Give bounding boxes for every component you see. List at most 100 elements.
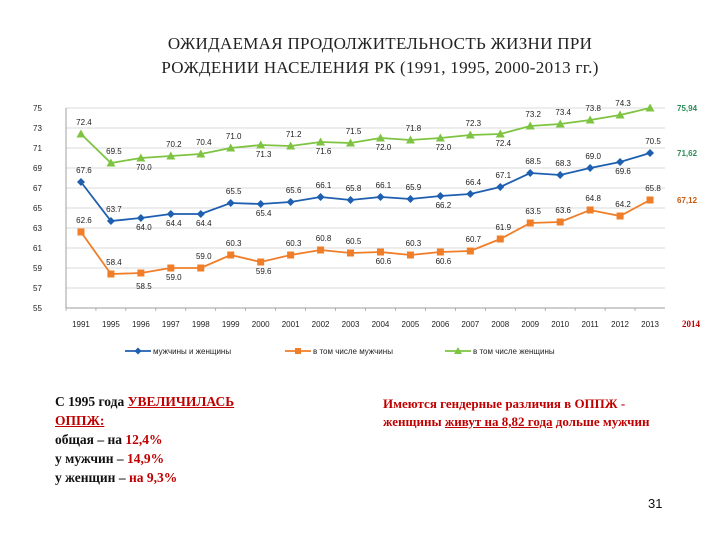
data-label-s1-2007: 66.4 — [466, 178, 482, 187]
point-s2-1998 — [197, 264, 205, 272]
point-s2-2008 — [496, 235, 504, 243]
data-label-s1-1996: 64.0 — [136, 223, 152, 232]
y-tick-73: 73 — [33, 124, 42, 133]
data-label-s1-2009: 68.5 — [525, 157, 541, 166]
data-label-s2-2013: 65.8 — [645, 184, 661, 193]
data-label-s3-2001: 71.2 — [286, 130, 302, 139]
data-label-s1-1997: 64.4 — [166, 219, 182, 228]
x-tick-1997: 1997 — [162, 320, 180, 329]
x-tick-1998: 1998 — [192, 320, 210, 329]
chart-grid — [66, 107, 665, 309]
data-label-s2-2006: 60.6 — [436, 257, 452, 266]
point-s1-1996 — [136, 214, 145, 222]
point-s3-2010 — [555, 119, 565, 128]
point-s2-2010 — [556, 218, 564, 226]
point-s2-2003 — [347, 249, 355, 257]
data-label-s2-2007: 60.7 — [466, 235, 482, 244]
page-number: 31 — [648, 496, 663, 511]
data-label-s2-2004: 60.6 — [376, 257, 392, 266]
point-s3-1999 — [226, 143, 236, 152]
series-1 — [76, 149, 655, 225]
chart-series — [76, 103, 655, 278]
data-label-s2-2002: 60.8 — [316, 234, 332, 243]
point-s2-1997 — [167, 264, 175, 272]
note-right-part2: живут на 8,82 года — [444, 414, 553, 429]
data-label-s2-2003: 60.5 — [346, 237, 362, 246]
legend-label-3: в том числе женщины — [473, 347, 555, 356]
data-label-s2-2010: 63.6 — [555, 206, 571, 215]
note-right-part3: дольше мужчин — [552, 414, 650, 429]
y-tick-65: 65 — [33, 204, 42, 213]
data-label-s2-1995: 58.4 — [106, 258, 122, 267]
series-3 — [76, 103, 655, 167]
point-s1-1999 — [226, 199, 235, 207]
note-left-line2: ОППЖ: — [55, 413, 105, 428]
point-s2-1995 — [107, 270, 115, 278]
point-s1-2005 — [406, 195, 415, 203]
point-s3-1997 — [166, 151, 176, 160]
x-tick-2003: 2003 — [342, 320, 360, 329]
point-s1-1995 — [106, 217, 115, 225]
data-label-s1-2011: 69.0 — [585, 152, 601, 161]
data-label-s1-2001: 65.6 — [286, 186, 302, 195]
point-s3-2004 — [375, 133, 385, 142]
point-s3-1996 — [136, 153, 146, 162]
legend-marker-2 — [295, 348, 301, 354]
data-label-s2-1999: 60.3 — [226, 239, 242, 248]
point-s2-2007 — [466, 247, 474, 255]
data-label-s1-1991: 67.6 — [76, 166, 92, 175]
point-s1-2013 — [646, 149, 655, 157]
point-s1-2000 — [256, 200, 265, 208]
point-s3-2000 — [256, 140, 266, 149]
data-label-s1-1995: 63.7 — [106, 205, 122, 214]
data-label-s3-2009: 73.2 — [525, 110, 541, 119]
x-tick-2001: 2001 — [282, 320, 300, 329]
x-tick-1991: 1991 — [72, 320, 90, 329]
point-s1-2004 — [376, 193, 385, 201]
x-tick-2002: 2002 — [312, 320, 330, 329]
point-s1-2010 — [556, 171, 565, 179]
slide-title: ОЖИДАЕМАЯ ПРОДОЛЖИТЕЛЬНОСТЬ ЖИЗНИ ПРИ РО… — [60, 32, 700, 80]
data-label-s1-2005: 65.9 — [406, 183, 422, 192]
data-label-s3-2004: 72.0 — [376, 143, 392, 152]
series-2 — [77, 196, 654, 278]
data-label-s1-1999: 65.5 — [226, 187, 242, 196]
data-label-s3-2011: 73.8 — [585, 104, 601, 113]
end-label-s1: 71,62 — [677, 149, 698, 158]
end-label-s2: 67,12 — [677, 196, 698, 205]
data-label-s2-2009: 63.5 — [525, 207, 541, 216]
note-left-line4-red: 14,9% — [127, 451, 165, 466]
y-tick-55: 55 — [33, 304, 42, 313]
chart-data-labels: 67.6 63.7 64.0 64.4 64.4 65.5 65.4 65.6 66.1 65.8… — [76, 99, 697, 291]
y-tick-59: 59 — [33, 264, 42, 273]
point-s3-1991 — [76, 129, 86, 138]
data-label-s1-2002: 66.1 — [316, 181, 332, 190]
data-label-s1-2008: 67.1 — [495, 171, 511, 180]
x-tick-1996: 1996 — [132, 320, 150, 329]
x-tick-1995: 1995 — [102, 320, 120, 329]
data-label-s3-2002: 71.6 — [316, 147, 332, 156]
series-line-2 — [80, 199, 651, 275]
series-line-3 — [80, 107, 651, 164]
title-line-1: ОЖИДАЕМАЯ ПРОДОЛЖИТЕЛЬНОСТЬ ЖИЗНИ ПРИ — [167, 34, 593, 53]
data-label-s3-2000: 71.3 — [256, 150, 272, 159]
x-tick-2007: 2007 — [461, 320, 479, 329]
point-s1-2011 — [586, 164, 595, 172]
data-label-s2-1996: 58.5 — [136, 282, 152, 291]
point-s2-2011 — [586, 206, 594, 214]
point-s2-2005 — [406, 251, 414, 259]
data-label-s3-2007: 72.3 — [466, 119, 482, 128]
data-label-s3-1991: 72.4 — [76, 118, 92, 127]
x-tick-2010: 2010 — [551, 320, 569, 329]
note-left-line5-red: на 9,3% — [128, 470, 178, 485]
x-tick-1999: 1999 — [222, 320, 240, 329]
point-s2-2004 — [376, 248, 384, 256]
data-label-s2-1997: 59.0 — [166, 273, 182, 282]
legend-item-2: в том числе мужчины — [285, 347, 393, 356]
point-s3-2001 — [286, 141, 296, 150]
data-label-s1-2006: 66.2 — [436, 201, 452, 210]
data-label-s3-1998: 70.4 — [196, 138, 212, 147]
chart-legend: мужчины и женщины в том числе мужчины в то… — [125, 347, 555, 356]
